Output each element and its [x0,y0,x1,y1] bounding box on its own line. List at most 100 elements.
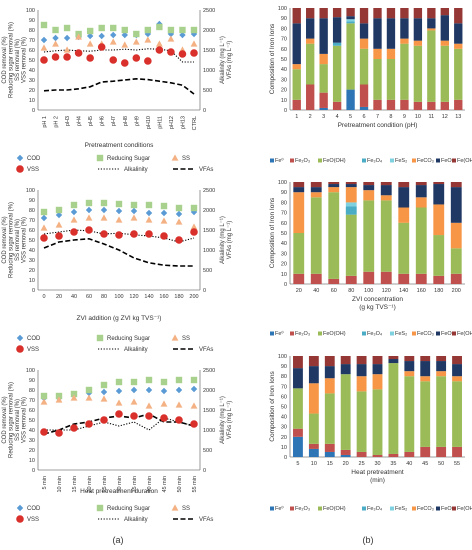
legend-swatch [96,334,104,342]
data-point-reducing-sugar [145,376,153,384]
series-line-vfas [43,237,194,267]
y2-tick-label: 0 [203,108,206,114]
bar-segment [388,356,399,360]
data-point-vss [160,414,168,422]
legend-swatch [16,334,24,342]
legend-swatch [318,331,322,336]
x-tick-label: 120 [129,294,138,300]
x-tick-label: pH12 [169,116,175,129]
legend-label: FeO(OH) [323,506,346,512]
y2-tick-label: 1000 [203,68,215,74]
data-point-reducing-sugar [70,390,78,398]
y-tick-label: 0 [32,468,35,474]
x-tick-label: 15 min [72,476,78,493]
bar-segment [328,184,340,188]
chart-a3: 0102030405060708090100050010001500200025… [2,368,233,495]
y-tick-label: 20 [281,88,287,94]
y-tick-label: 40 [29,248,35,254]
bar-segment [310,192,322,198]
legend-label: Fe₃O₄ [367,506,383,512]
x-tick-label: 50 min [177,476,183,493]
legend-swatch [16,345,24,353]
x-tick-label: 200 [189,294,198,300]
y-tick-label: 60 [281,394,287,400]
bar-segment [420,446,431,457]
data-point-vss [132,54,141,62]
x-tick-label: 55 min [192,476,198,493]
y2-tick-label: 2500 [203,188,215,194]
legend-swatch [96,154,104,162]
y2-axis-label: VFAs (mg L⁻¹) [227,401,233,440]
y-tick-label: 90 [281,16,287,22]
data-point-ss [190,402,198,409]
x-tick-label: 50 [438,461,444,467]
legend-label: Fe⁰ [275,330,284,337]
x-tick-label: 120 [382,288,391,294]
bar-segment [308,443,319,449]
y-tick-label: 60 [29,228,35,234]
data-point-ss [167,35,175,42]
bar-segment [388,453,399,457]
y-tick-label: 50 [29,238,35,244]
bar-segment [433,184,445,205]
legend-label: COD [27,156,41,162]
bar-segment [433,235,445,276]
data-point-cod [70,208,78,216]
y-tick-label: 90 [281,190,287,196]
y-tick-label: 50 [29,58,35,64]
bar-segment [345,187,357,203]
bar-segment [454,48,463,100]
x-tick-label: 0 [42,294,45,300]
bar-segment [306,38,315,44]
bar-segment [345,184,357,188]
legend-label: VFAs [199,167,213,173]
x-tick-label: 60 [331,288,337,294]
y-tick-label: 60 [281,47,287,53]
legend-swatch [171,334,179,341]
data-point-reducing-sugar [63,24,71,32]
data-point-vss [115,231,123,239]
bar-segment [346,23,355,90]
y-axis-label: COD removal (%) [2,396,8,443]
bar-segment [373,99,382,110]
x-tick-label: pH9 [134,116,140,126]
y-axis-label: Composition of Iron Ions [269,197,276,268]
bar-segment [433,182,445,185]
data-point-vss [130,230,138,238]
y-tick-label: 100 [26,8,35,14]
bar-segment [356,451,367,457]
data-point-ss [130,398,138,405]
bar-segment [356,364,367,377]
y-tick-label: 0 [284,108,287,114]
data-point-vss [144,57,152,65]
bar-segment [292,64,301,70]
data-point-cod [100,388,108,396]
legend-label: FeS₂ [395,158,407,164]
y-axis-label: Composition of Iron Ions [269,371,276,442]
y-tick-label: 70 [281,211,287,217]
legend-label: FeO(OH) [323,331,346,337]
bar-segment [292,23,301,65]
legend-swatch [290,158,294,163]
legend-label: Alkalinity [124,167,148,173]
data-point-reducing-sugar [190,26,198,34]
x-axis-label: Heat pretreatment duration [80,488,158,495]
bar-segment [319,53,328,65]
data-point-reducing-sugar [40,21,48,29]
data-point-vss [175,416,183,424]
y-tick-label: 50 [29,418,35,424]
bar-segment [319,107,328,110]
bar-segment [346,21,355,24]
y2-tick-label: 1000 [203,428,215,434]
bar-segment [319,8,328,19]
legend-swatch [16,515,24,523]
y-tick-label: 30 [281,251,287,257]
series-line-alkalinity [44,417,195,431]
legend-swatch [16,504,24,512]
legend-swatch [390,506,394,511]
chart-a2: 0102030405060708090100050010001500200025… [2,188,233,322]
bar-segment [363,200,375,272]
data-point-cod [190,385,198,393]
legend-swatch [436,158,440,163]
